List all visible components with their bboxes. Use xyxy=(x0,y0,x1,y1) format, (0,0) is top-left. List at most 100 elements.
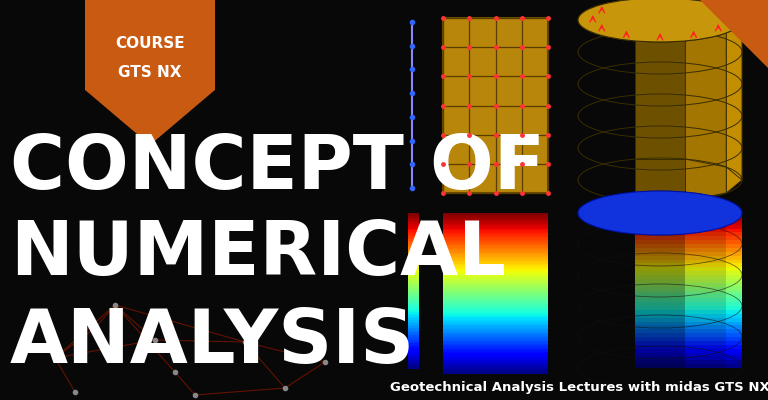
Polygon shape xyxy=(634,41,685,201)
Polygon shape xyxy=(634,325,685,329)
Polygon shape xyxy=(685,228,727,232)
Polygon shape xyxy=(685,298,727,302)
Bar xyxy=(443,294,548,296)
Polygon shape xyxy=(634,271,685,275)
Polygon shape xyxy=(634,275,685,279)
Bar xyxy=(408,256,419,258)
Bar xyxy=(443,249,548,251)
Bar xyxy=(443,242,548,244)
Bar xyxy=(443,304,548,306)
Polygon shape xyxy=(685,333,727,337)
Bar xyxy=(443,358,548,360)
Polygon shape xyxy=(685,360,727,364)
Bar xyxy=(408,227,419,229)
Bar xyxy=(408,249,419,251)
Bar xyxy=(443,213,548,215)
Bar xyxy=(408,272,419,274)
Bar xyxy=(408,348,419,350)
Bar xyxy=(443,233,548,235)
Bar xyxy=(443,296,548,298)
Bar xyxy=(408,295,419,297)
Polygon shape xyxy=(727,325,742,329)
Bar xyxy=(408,213,419,215)
Bar xyxy=(443,217,548,219)
Bar xyxy=(443,338,548,340)
Polygon shape xyxy=(634,228,685,232)
Polygon shape xyxy=(727,333,742,337)
Bar xyxy=(408,216,419,218)
Polygon shape xyxy=(685,325,727,329)
Bar xyxy=(443,230,548,232)
Bar xyxy=(408,309,419,311)
Polygon shape xyxy=(727,337,742,341)
Polygon shape xyxy=(727,314,742,318)
Bar xyxy=(408,275,419,277)
Polygon shape xyxy=(634,217,685,221)
Bar xyxy=(443,360,548,362)
Polygon shape xyxy=(685,345,727,349)
Polygon shape xyxy=(634,341,685,345)
Bar xyxy=(408,322,419,324)
Bar xyxy=(408,331,419,333)
Polygon shape xyxy=(634,325,685,329)
Bar xyxy=(408,232,419,234)
Polygon shape xyxy=(685,279,727,283)
Bar xyxy=(408,236,419,238)
Bar xyxy=(443,300,548,302)
Bar xyxy=(408,233,419,235)
Bar xyxy=(443,244,548,246)
Polygon shape xyxy=(727,298,742,302)
Polygon shape xyxy=(634,271,685,275)
Bar xyxy=(408,336,419,338)
Bar xyxy=(408,258,419,260)
Bar xyxy=(408,287,419,290)
Bar xyxy=(443,326,548,328)
Bar xyxy=(443,354,548,356)
Polygon shape xyxy=(634,267,685,271)
Polygon shape xyxy=(727,341,742,345)
Polygon shape xyxy=(727,287,742,290)
Polygon shape xyxy=(685,252,727,256)
Polygon shape xyxy=(634,322,685,325)
Polygon shape xyxy=(727,260,742,263)
Bar xyxy=(443,224,548,226)
Polygon shape xyxy=(685,244,727,248)
Polygon shape xyxy=(634,283,685,287)
Polygon shape xyxy=(685,271,727,275)
Polygon shape xyxy=(685,310,727,314)
Bar xyxy=(443,262,548,264)
Polygon shape xyxy=(727,318,742,322)
Polygon shape xyxy=(727,252,742,256)
Polygon shape xyxy=(685,221,727,225)
Bar xyxy=(443,329,548,331)
Polygon shape xyxy=(634,232,685,236)
Polygon shape xyxy=(727,333,742,337)
Bar xyxy=(443,313,548,315)
Polygon shape xyxy=(634,260,685,263)
Bar xyxy=(443,226,548,228)
Bar xyxy=(443,302,548,304)
Bar xyxy=(408,359,419,361)
Bar xyxy=(443,370,548,372)
Polygon shape xyxy=(685,352,727,356)
Bar xyxy=(408,294,419,296)
Polygon shape xyxy=(685,302,727,306)
Bar xyxy=(443,361,548,363)
Bar xyxy=(443,356,548,358)
Polygon shape xyxy=(634,356,685,360)
Polygon shape xyxy=(685,310,727,314)
Polygon shape xyxy=(685,364,727,368)
Polygon shape xyxy=(727,236,742,240)
Bar xyxy=(443,258,548,260)
Bar xyxy=(408,252,419,254)
Bar xyxy=(408,284,419,286)
Bar xyxy=(408,315,419,317)
Polygon shape xyxy=(685,236,727,240)
Polygon shape xyxy=(685,341,727,345)
Polygon shape xyxy=(685,263,727,267)
Polygon shape xyxy=(634,337,685,341)
Polygon shape xyxy=(727,349,742,352)
Bar xyxy=(443,232,548,234)
Polygon shape xyxy=(634,314,685,318)
Polygon shape xyxy=(685,290,727,294)
